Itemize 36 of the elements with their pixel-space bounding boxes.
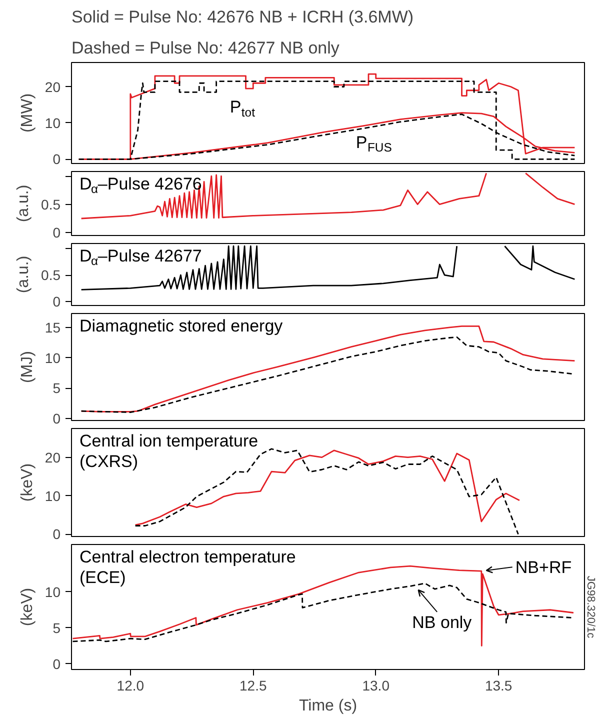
- y-tick-label: 10: [44, 584, 61, 600]
- text: Central ion temperature (CXRS): [80, 432, 258, 471]
- y-tick-label: 0: [52, 151, 61, 168]
- y-axis-title: (MW): [18, 93, 36, 133]
- y-tick-label: 15: [44, 319, 61, 336]
- chart-title: Diamagnetic stored energy: [80, 316, 284, 336]
- y-axis-title: (keV): [18, 463, 36, 502]
- y-axis-title: (a.u.): [15, 256, 32, 294]
- y-tick-label: 10: [44, 350, 61, 366]
- y-axis-title: (MJ): [18, 351, 36, 383]
- y-tick-label: 0.5: [41, 196, 61, 212]
- y-tick-label: 20: [44, 449, 61, 466]
- annotation: NB only: [412, 613, 472, 632]
- y-axis-title: (keV): [18, 588, 36, 626]
- x-tick-label: 13.0: [362, 678, 390, 694]
- x-tick-label: 12.5: [240, 678, 267, 694]
- y-tick-label: 5: [52, 380, 61, 396]
- x-axis-title: Time (s): [298, 698, 358, 714]
- y-tick-label: 0: [52, 293, 61, 310]
- y-tick-label: 10: [44, 114, 61, 131]
- text: Central electron temperature (ECE): [80, 548, 296, 587]
- y-tick-label: 0: [52, 526, 61, 542]
- y-axis-title: (a.u.): [15, 184, 32, 222]
- y-tick-label: 0.5: [41, 267, 61, 284]
- y-tick-label: 0: [52, 410, 61, 426]
- y-tick-label: 5: [52, 620, 61, 636]
- x-tick-label: 13.5: [484, 678, 512, 694]
- x-tick-label: 12.0: [116, 678, 144, 694]
- y-tick-label: 0: [52, 656, 61, 672]
- chart-title: Solid = Pulse No: 42676 NB + ICRH (3.6MW): [72, 8, 414, 26]
- text: JG98.320/1c: [584, 576, 596, 639]
- y-tick-label: 10: [44, 488, 61, 504]
- y-tick-label: 0: [52, 224, 61, 241]
- annotation: NB+RF: [515, 558, 572, 578]
- y-tick-label: 20: [44, 78, 61, 95]
- chart-subtitle: Dashed = Pulse No: 42677 NB only: [72, 38, 340, 58]
